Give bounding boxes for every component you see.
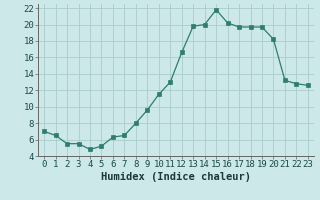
- X-axis label: Humidex (Indice chaleur): Humidex (Indice chaleur): [101, 172, 251, 182]
